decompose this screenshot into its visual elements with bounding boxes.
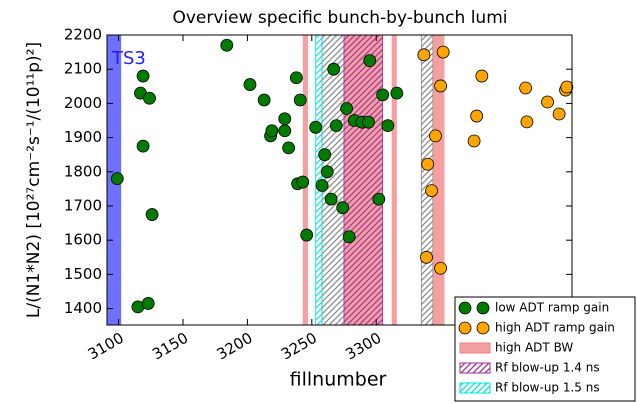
point <box>541 95 554 109</box>
point <box>429 129 442 143</box>
y-tick-label: 2100 <box>64 60 102 78</box>
point <box>342 230 356 244</box>
legend-swatch <box>459 362 491 374</box>
legend: low ADT ramp gain high ADT ramp gain high … <box>454 296 636 402</box>
point <box>560 80 574 94</box>
x-tick-label: 3300 <box>342 329 384 364</box>
point <box>434 261 448 275</box>
legend-label: low ADT ramp gain <box>495 301 609 315</box>
x-tick-label: 3200 <box>214 329 256 364</box>
point <box>390 86 404 100</box>
point <box>417 48 431 62</box>
y-tick-label: 1900 <box>64 128 102 146</box>
point <box>372 192 386 206</box>
point <box>318 148 332 162</box>
point <box>257 93 271 107</box>
point <box>421 157 435 171</box>
y-tick-label: 1600 <box>64 231 102 249</box>
point <box>145 208 159 221</box>
band-label: TS3 <box>111 48 146 69</box>
y-tick-label: 1400 <box>64 299 102 317</box>
point <box>467 134 481 148</box>
point <box>220 38 234 52</box>
point <box>520 115 534 129</box>
legend-label: high ADT BW <box>495 341 573 355</box>
y-tick-label: 1500 <box>64 265 102 283</box>
point <box>420 250 433 264</box>
band <box>432 35 445 325</box>
point <box>376 88 390 102</box>
chart-title: Overview specific bunch-by-bunch lumi <box>172 8 507 28</box>
point <box>296 175 310 189</box>
point <box>519 81 533 95</box>
legend-label: Rf blow-up 1.5 ns <box>495 381 600 395</box>
point <box>363 54 377 68</box>
legend-marker <box>476 321 490 335</box>
point <box>141 297 155 310</box>
point <box>278 124 292 138</box>
point <box>309 120 323 134</box>
point <box>327 62 341 76</box>
point <box>110 172 124 186</box>
legend-marker <box>476 301 490 315</box>
point <box>552 107 566 121</box>
point <box>336 201 350 215</box>
point <box>475 69 489 83</box>
point <box>300 228 314 242</box>
point <box>143 91 156 105</box>
point <box>470 109 484 123</box>
legend-marker <box>458 321 472 335</box>
point <box>320 165 334 179</box>
point <box>324 192 338 206</box>
point <box>282 141 296 155</box>
legend-label: high ADT ramp gain <box>495 321 615 335</box>
y-tick-label: 2000 <box>64 94 102 112</box>
point <box>289 71 303 85</box>
legend-label: Rf blow-up 1.4 ns <box>495 361 600 375</box>
point <box>436 45 450 59</box>
plot-frame <box>106 34 573 326</box>
x-tick-label: 3100 <box>85 329 127 364</box>
legend-swatch <box>459 342 491 354</box>
point <box>278 112 292 126</box>
band <box>420 34 434 326</box>
point <box>136 139 150 153</box>
point <box>265 124 279 138</box>
band <box>391 35 397 325</box>
point <box>425 184 438 198</box>
y-axis-label: L/(N1*N2) [10²⁷cm⁻²s⁻¹/(10¹¹p)²] <box>24 42 44 318</box>
x-tick-label: 3150 <box>149 329 191 364</box>
x-axis-label: fillnumber <box>290 369 387 391</box>
point <box>362 115 375 129</box>
point <box>329 119 343 133</box>
point <box>340 102 353 115</box>
legend-swatch <box>459 382 491 394</box>
point <box>315 179 329 192</box>
y-tick-label: 1800 <box>64 162 102 180</box>
point <box>243 78 257 91</box>
band <box>343 34 384 326</box>
legend-marker <box>458 301 472 315</box>
point <box>381 119 395 133</box>
y-tick-label: 2200 <box>64 26 102 44</box>
point <box>434 79 448 93</box>
point <box>136 69 150 83</box>
y-tick-label: 1700 <box>64 196 102 214</box>
point <box>293 93 307 107</box>
x-tick-label: 3250 <box>278 329 320 364</box>
